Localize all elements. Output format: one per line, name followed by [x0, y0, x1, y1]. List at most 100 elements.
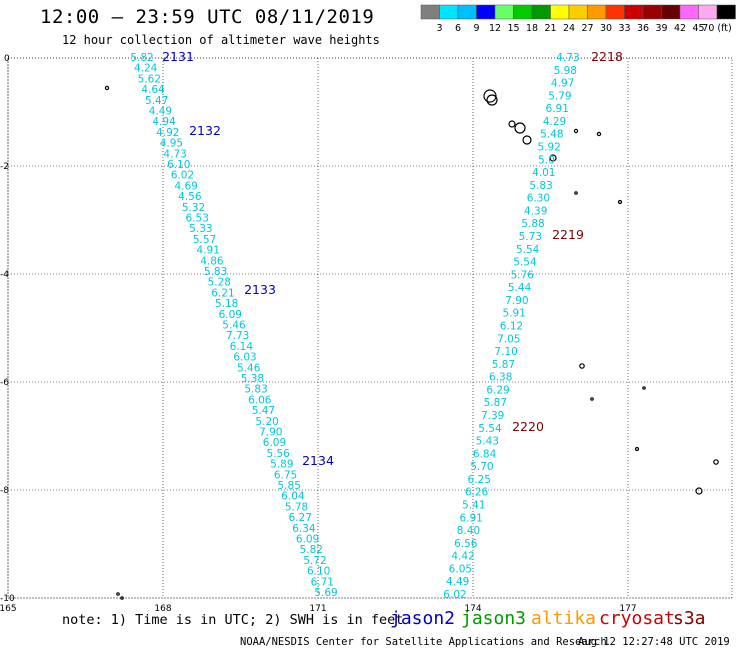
track-value-jason2: 6.09	[263, 437, 286, 449]
track-value-s3a: 6.84	[473, 448, 497, 460]
colorbar-swatch	[624, 4, 644, 20]
track-value-jason2: 6.04	[281, 491, 305, 503]
track-value-jason2: 4.86	[200, 255, 224, 267]
colorbar-label: 42	[674, 23, 686, 34]
colorbar-swatch	[494, 4, 514, 20]
track-value-jason2: 5.69	[314, 587, 337, 599]
track-value-s3a: 4.29	[543, 116, 566, 128]
island-outline	[514, 122, 526, 134]
colorbar-label: 45	[692, 23, 704, 34]
track-value-s3a: 7.90	[505, 295, 528, 307]
colorbar-label: 70 (ft)	[702, 23, 731, 34]
track-value-jason2: 6.09	[296, 534, 319, 546]
track-value-jason2: 6.14	[230, 341, 254, 353]
colorbar-label: 18	[526, 23, 538, 34]
track-value-s3a: 4.39	[524, 205, 547, 217]
legend-jason3: jason3	[461, 608, 527, 629]
track-value-jason2: 6.21	[211, 287, 234, 299]
track-value-jason2: 5.46	[222, 320, 246, 332]
colorbar-swatch	[642, 4, 662, 20]
track-value-s3a: 4.73	[556, 52, 579, 64]
island-outline	[695, 487, 703, 495]
track-value-s3a: 5.79	[548, 90, 571, 102]
island-outline	[486, 94, 498, 106]
track-value-jason2: 4.91	[197, 245, 220, 257]
colorbar-swatch	[457, 4, 477, 20]
island-outline	[579, 363, 585, 369]
island-outline	[522, 135, 532, 145]
track-value-jason2: 5.82	[300, 544, 323, 556]
track-value-jason2: 6.75	[274, 469, 297, 481]
track-value-s3a: 5.91	[502, 308, 525, 320]
island-outline	[120, 596, 124, 600]
colorbar-label: 36	[637, 23, 649, 34]
colorbar-label: 21	[544, 23, 556, 34]
island-outline	[549, 154, 557, 162]
track-value-jason2: 4.73	[163, 148, 186, 160]
track-value-jason2: 4.92	[156, 127, 179, 139]
track-value-jason2: 6.09	[219, 309, 242, 321]
track-value-jason2: 5.82	[130, 52, 153, 64]
track-value-s3a: 5.44	[508, 282, 532, 294]
track-value-s3a: 5.98	[554, 65, 577, 77]
island-outline	[573, 128, 579, 134]
colorbar-label: 39	[655, 23, 667, 34]
track-value-jason2: 5.46	[237, 362, 261, 374]
track-value-s3a: 6.91	[546, 103, 569, 115]
pass-label-2132: 2132	[189, 123, 221, 138]
track-value-jason2: 5.57	[193, 234, 216, 246]
track-value-s3a: 5.92	[537, 142, 560, 154]
track-value-s3a: 5.87	[492, 359, 515, 371]
map-frame	[7, 57, 733, 599]
track-value-jason2: 6.10	[167, 159, 190, 171]
track-value-jason2: 5.85	[278, 480, 301, 492]
colorbar-swatch	[531, 4, 551, 20]
track-value-jason2: 5.89	[270, 459, 293, 471]
track-value-jason2: 5.38	[241, 373, 264, 385]
track-value-jason2: 5.72	[303, 555, 326, 567]
x-tick-label: 171	[309, 604, 326, 614]
track-value-s3a: 5.83	[529, 180, 552, 192]
track-value-jason2: 5.83	[244, 384, 267, 396]
track-value-jason2: 4.94	[152, 116, 176, 128]
track-value-jason2: 5.20	[255, 416, 278, 428]
track-value-jason2: 6.02	[171, 170, 194, 182]
track-value-s3a: 5.0	[538, 154, 555, 166]
track-value-jason2: 7.73	[226, 330, 249, 342]
legend-s3a: s3a	[673, 608, 706, 629]
track-value-jason2: 4.56	[178, 191, 202, 203]
track-value-s3a: 8.40	[457, 525, 480, 537]
island-outline	[642, 386, 646, 390]
footer-note: note: 1) Time is in UTC; 2) SWH is in fe…	[62, 612, 404, 628]
island-outline	[574, 191, 578, 195]
colorbar-label: 12	[489, 23, 501, 34]
track-value-s3a: 4.49	[446, 576, 469, 588]
track-value-jason2: 4.64	[141, 84, 165, 96]
track-value-s3a: 5.73	[519, 231, 542, 243]
track-value-s3a: 6.91	[459, 512, 482, 524]
track-value-jason2: 5.33	[189, 223, 212, 235]
island-outline	[508, 120, 516, 128]
track-value-jason2: 4.69	[174, 180, 197, 192]
colorbar-label: 3	[436, 23, 442, 34]
pass-label-2133: 2133	[244, 282, 276, 297]
y-tick-label: 0	[4, 54, 10, 64]
track-value-jason2: 5.78	[285, 501, 308, 513]
island-outline	[483, 89, 497, 103]
x-tick-label: 165	[0, 604, 17, 614]
track-value-s3a: 6.56	[454, 538, 478, 550]
track-value-s3a: 6.38	[489, 372, 512, 384]
pass-label-2220: 2220	[512, 419, 544, 434]
track-value-jason2: 6.71	[311, 576, 334, 588]
island-outline	[634, 446, 640, 452]
track-value-s3a: 5.48	[540, 129, 563, 141]
colorbar-swatch	[568, 4, 588, 20]
track-value-s3a: 5.54	[513, 257, 537, 269]
colorbar-swatch	[439, 4, 459, 20]
track-value-jason2: 5.62	[138, 73, 161, 85]
x-tick-label: 174	[464, 604, 481, 614]
colorbar-label: 33	[618, 23, 630, 34]
track-value-jason2: 6.34	[292, 523, 316, 535]
track-value-s3a: 6.05	[449, 563, 472, 575]
track-value-jason2: 7.90	[259, 427, 282, 439]
